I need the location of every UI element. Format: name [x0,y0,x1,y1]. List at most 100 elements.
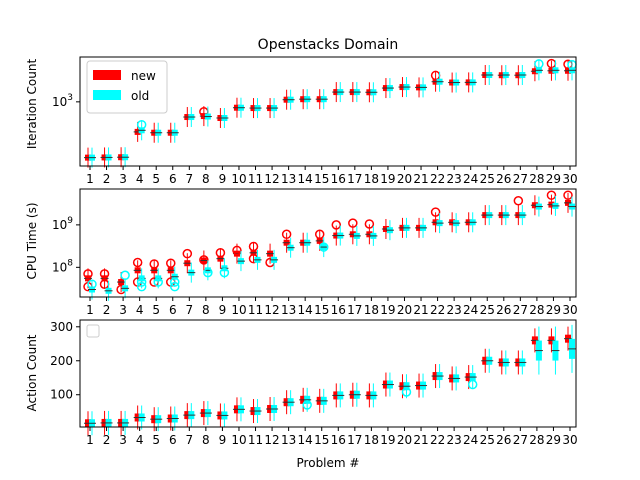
outlier-new [215,248,226,258]
x-tick-label: 10 [231,303,246,317]
legend-label-new: new [131,69,156,83]
outlier-old [170,277,180,287]
x-tick-label: 11 [248,172,263,186]
outlier-new [314,229,325,240]
outlier-old [87,279,97,289]
outlier-new [166,258,176,268]
x-axis-label: Problem # [297,456,360,470]
y-axis-label-cpu: CPU Time (s) [25,202,39,279]
outlier-new [430,207,441,217]
y-tick-label: 108 [52,258,73,274]
x-tick-label: 23 [446,172,461,186]
outlier-new [83,269,93,279]
y-tick-label: 200 [50,354,73,368]
outlier-new [182,248,193,259]
x-tick-label: 12 [264,172,279,186]
x-tick-label: 19 [380,303,395,317]
outlier-new [348,218,358,228]
x-tick-label: 8 [202,303,210,317]
x-tick-label: 21 [413,303,428,317]
outlier-new [331,220,342,230]
y-tick-label: 100 [50,388,73,402]
x-tick-label: 3 [119,172,127,186]
x-tick-label: 18 [364,433,379,447]
outlier-new [364,219,375,229]
x-tick-label: 8 [202,172,210,186]
outlier-new [99,269,110,279]
outlier-old [170,281,180,292]
x-tick-label: 27 [513,172,528,186]
x-tick-label: 28 [529,433,544,447]
x-tick-label: 13 [281,433,296,447]
x-tick-label: 16 [331,172,346,186]
x-tick-label: 8 [202,433,210,447]
x-tick-label: 22 [430,172,445,186]
x-tick-label: 18 [364,303,379,317]
y-tick-label: 109 [52,216,73,232]
x-tick-label: 4 [136,172,144,186]
legend-swatch-new [93,70,121,80]
y-axis-label-iteration: Iteration Count [25,59,39,150]
y-axis-label-action: Action Count [25,334,39,411]
x-tick-label: 30 [562,303,577,317]
x-tick-label: 11 [248,433,263,447]
x-tick-label: 14 [298,172,313,186]
x-tick-label: 23 [446,303,461,317]
x-tick-label: 5 [152,172,160,186]
x-tick-label: 26 [496,172,511,186]
x-tick-label: 12 [264,433,279,447]
x-tick-label: 2 [103,172,111,186]
x-tick-label: 18 [364,172,379,186]
x-tick-label: 23 [446,433,461,447]
outlier-old [136,119,147,130]
x-tick-label: 15 [314,303,329,317]
x-tick-label: 4 [136,433,144,447]
outlier-old [153,277,163,287]
legend-empty-frame [86,324,100,338]
legend-empty [86,324,100,338]
x-tick-label: 2 [103,433,111,447]
x-tick-label: 9 [219,303,227,317]
outlier-old [467,379,478,390]
x-tick-label: 10 [231,433,246,447]
outlier-new [132,257,143,268]
outlier-old [203,267,213,278]
x-tick-label: 21 [413,172,428,186]
x-tick-label: 7 [185,303,193,317]
x-tick-label: 25 [480,172,495,186]
x-tick-label: 3 [119,303,127,317]
plot-frame [79,188,577,298]
x-tick-label: 24 [463,303,478,317]
x-tick-label: 12 [264,303,279,317]
outlier-old [534,59,544,69]
x-tick-label: 20 [397,303,412,317]
outlier-old [401,387,412,397]
x-tick-label: 10 [231,172,246,186]
x-tick-label: 25 [480,303,495,317]
legend: new old [86,60,168,114]
x-tick-label: 24 [463,172,478,186]
x-tick-label: 16 [331,303,346,317]
x-tick-label: 6 [169,433,177,447]
x-tick-label: 14 [298,433,313,447]
x-tick-label: 27 [513,433,528,447]
x-tick-label: 16 [331,433,346,447]
x-tick-label: 6 [169,303,177,317]
outlier-old [318,242,329,252]
x-tick-label: 5 [152,303,160,317]
x-tick-label: 29 [546,433,561,447]
chart-title: Openstacks Domain [258,37,399,53]
x-tick-label: 28 [529,303,544,317]
x-tick-label: 22 [430,303,445,317]
plot-frame [79,56,577,167]
x-tick-label: 28 [529,172,544,186]
outlier-new [149,259,159,269]
outlier-old [219,267,230,278]
outlier-old [302,400,312,410]
outlier-old [120,270,130,281]
x-tick-label: 29 [546,303,561,317]
outlier-new [199,255,209,265]
